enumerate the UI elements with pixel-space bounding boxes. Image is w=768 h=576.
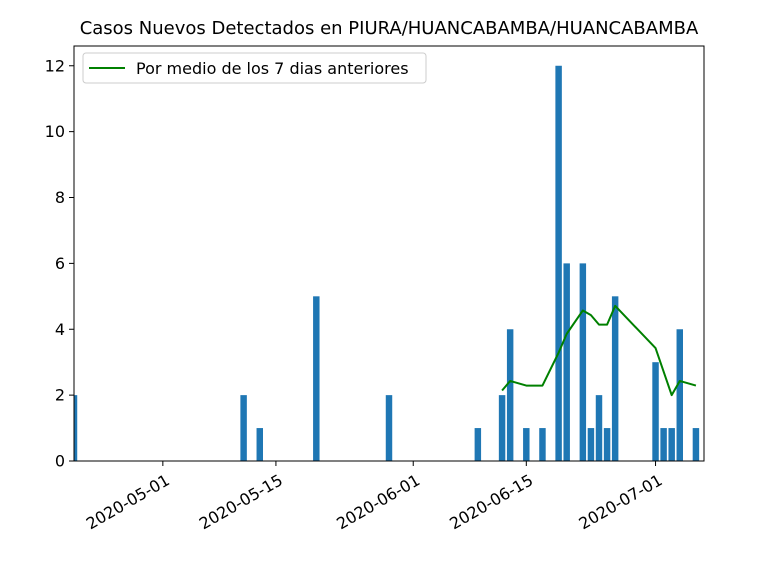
bar	[506, 329, 514, 461]
bar	[611, 296, 619, 461]
chart-title: Casos Nuevos Detectados en PIURA/HUANCAB…	[80, 18, 699, 39]
bar	[240, 395, 247, 461]
x-tick-label: 2020-05-01	[83, 470, 173, 533]
bar	[74, 395, 78, 461]
moving-average-group	[501, 304, 697, 397]
bar	[256, 428, 263, 461]
legend: Por medio de los 7 dias anteriores	[82, 52, 427, 84]
bar	[660, 428, 667, 461]
bar	[498, 395, 506, 461]
x-tick-label: 2020-07-01	[576, 470, 666, 533]
legend-box	[82, 52, 427, 84]
bar	[539, 428, 546, 461]
y-tick-label: 4	[55, 320, 65, 339]
y-tick-label: 0	[55, 452, 65, 471]
bar	[595, 395, 603, 461]
legend-label: Por medio de los 7 dias anteriores	[136, 59, 409, 78]
x-axis: 2020-05-01 2020-05-15 2020-06-01 2020-06-15…	[83, 461, 666, 533]
y-tick-label: 10	[45, 122, 65, 141]
bars-group	[74, 65, 700, 461]
y-tick-label: 6	[55, 254, 65, 273]
bar	[587, 428, 595, 461]
moving-average-line	[501, 304, 697, 397]
bar	[603, 428, 611, 461]
bar	[523, 428, 530, 461]
plot-frame	[73, 45, 705, 462]
bar	[652, 362, 659, 461]
bar	[474, 428, 482, 461]
bar	[692, 428, 700, 461]
bar	[676, 329, 683, 461]
x-tick-label: 2020-06-15	[446, 470, 536, 533]
bar	[668, 428, 675, 461]
x-tick-label: 2020-05-15	[196, 470, 286, 533]
x-tick-label: 2020-06-01	[333, 470, 423, 533]
y-tick-label: 8	[55, 188, 65, 207]
y-tick-label: 12	[45, 56, 65, 75]
y-tick-label: 2	[55, 386, 65, 405]
y-axis: 0 2 4 6 8 10 12	[45, 56, 74, 471]
bar	[555, 65, 562, 461]
bar	[313, 296, 320, 461]
bar	[579, 263, 587, 461]
bar	[385, 395, 393, 461]
bar	[563, 263, 570, 461]
